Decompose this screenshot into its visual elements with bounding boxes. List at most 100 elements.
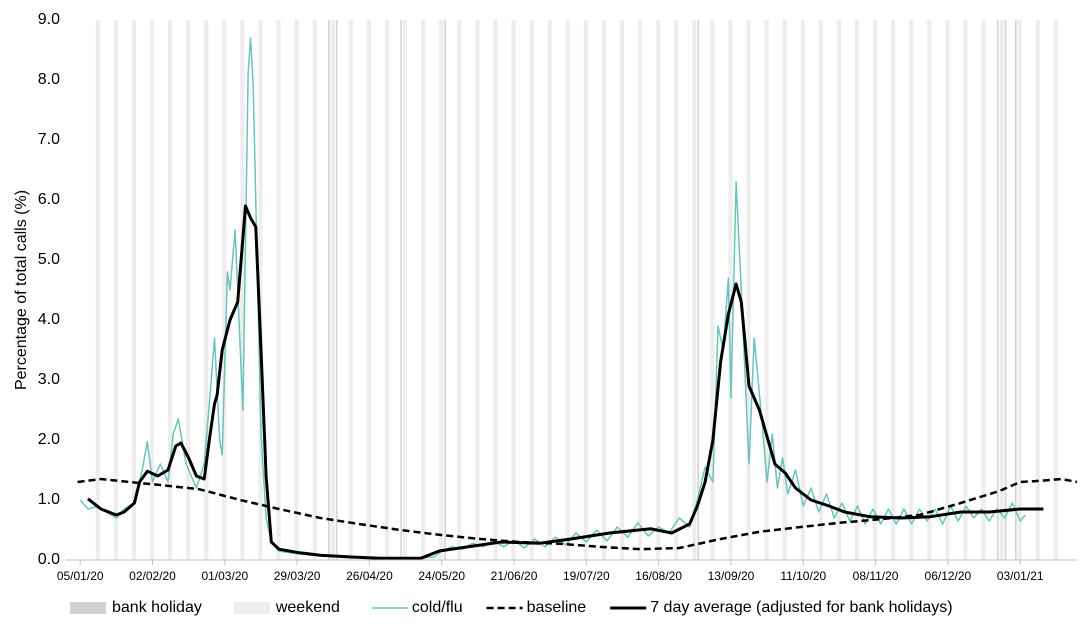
band	[909, 20, 914, 560]
band	[728, 20, 733, 560]
y-tick-label: 4.0	[38, 311, 60, 328]
band	[240, 20, 245, 560]
band	[168, 20, 173, 560]
band	[511, 20, 516, 560]
legend-label: baseline	[527, 599, 587, 616]
band	[276, 20, 281, 560]
band	[149, 20, 155, 560]
band	[1017, 20, 1022, 560]
band	[475, 20, 480, 560]
y-tick-label: 7.0	[38, 131, 60, 148]
band	[493, 20, 498, 560]
y-axis-label: Percentage of total calls (%)	[13, 190, 30, 390]
y-tick-label: 8.0	[38, 71, 60, 88]
band	[674, 20, 679, 560]
x-tick-label: 19/07/20	[563, 569, 610, 583]
band	[222, 20, 227, 560]
band	[444, 20, 446, 560]
series-line	[79, 37, 1026, 559]
band	[945, 20, 950, 560]
band	[854, 20, 860, 560]
band	[186, 20, 191, 560]
x-tick-label: 01/03/20	[201, 569, 248, 583]
band	[547, 20, 552, 560]
band	[384, 20, 390, 560]
series-line	[77, 477, 1078, 551]
band	[818, 20, 823, 560]
x-tick-label: 21/06/20	[491, 569, 538, 583]
band	[348, 20, 353, 560]
legend-label: weekend	[275, 599, 340, 616]
x-tick-label: 24/05/20	[418, 569, 465, 583]
band	[403, 20, 408, 560]
band	[619, 20, 625, 560]
x-tick-label: 08/11/20	[853, 569, 899, 583]
plot	[77, 37, 1078, 560]
x-tick-label: 06/12/20	[925, 569, 972, 583]
x-tick-label: 02/02/20	[129, 569, 176, 583]
legend-label: bank holiday	[112, 599, 202, 616]
band	[366, 20, 372, 560]
x-tick-label: 11/10/20	[780, 569, 826, 583]
band	[999, 20, 1004, 560]
band	[529, 20, 534, 560]
band	[565, 20, 570, 560]
x-tick-label: 13/09/20	[708, 569, 755, 583]
y-tick-label: 5.0	[38, 251, 60, 268]
band	[697, 20, 699, 560]
band	[746, 20, 751, 560]
band	[800, 20, 805, 560]
y-tick-label: 2.0	[38, 431, 60, 448]
band	[764, 20, 769, 560]
band	[457, 20, 462, 560]
band	[258, 20, 263, 560]
band	[131, 20, 137, 560]
band	[1015, 20, 1017, 560]
band	[328, 20, 330, 560]
y-tick-label: 1.0	[38, 491, 60, 508]
band	[113, 20, 118, 560]
x-tick-label: 26/04/20	[346, 569, 393, 583]
band	[996, 20, 999, 560]
band	[656, 20, 661, 560]
y-tick-label: 6.0	[38, 191, 60, 208]
bands	[95, 20, 1058, 560]
y-tick-label: 9.0	[38, 11, 60, 28]
band	[927, 20, 932, 560]
band	[836, 20, 842, 560]
y-tick-label: 0.0	[38, 551, 60, 568]
band	[601, 20, 607, 560]
band	[963, 20, 968, 560]
band	[692, 20, 697, 560]
x-tick-label: 05/01/20	[57, 569, 104, 583]
band	[1053, 20, 1058, 560]
x-tick-label: 29/03/20	[274, 569, 321, 583]
band	[637, 20, 643, 560]
x-tick-label: 16/08/20	[635, 569, 682, 583]
band	[335, 20, 338, 560]
band	[710, 20, 715, 560]
band	[891, 20, 896, 560]
band	[294, 20, 299, 560]
band	[95, 20, 100, 560]
band	[782, 20, 787, 560]
series-line	[87, 204, 1044, 560]
legend-label: 7 day average (adjusted for bank holiday…	[650, 599, 952, 616]
band	[583, 20, 588, 560]
band	[421, 20, 426, 560]
band	[872, 20, 878, 560]
band	[439, 20, 444, 560]
y-tick-label: 3.0	[38, 371, 60, 388]
legend-swatch	[233, 602, 270, 614]
band	[330, 20, 335, 560]
legend-swatch	[70, 602, 106, 614]
band	[400, 20, 402, 560]
band	[1004, 20, 1007, 560]
x-tick-label: 03/01/21	[997, 569, 1044, 583]
band	[312, 20, 317, 560]
band	[1035, 20, 1040, 560]
band	[204, 20, 209, 560]
band	[981, 20, 986, 560]
